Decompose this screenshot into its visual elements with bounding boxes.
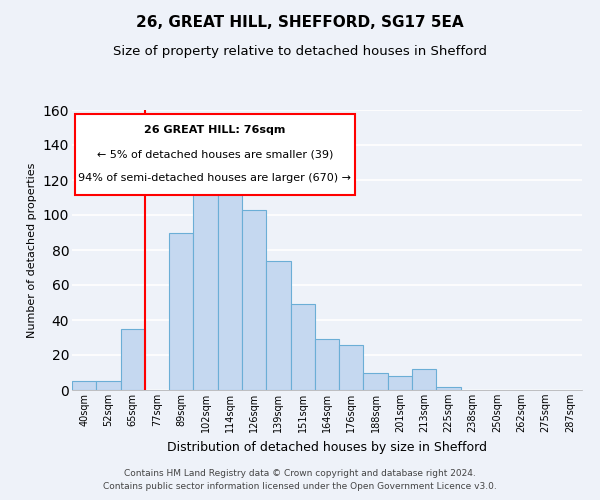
Text: 26 GREAT HILL: 76sqm: 26 GREAT HILL: 76sqm — [144, 126, 286, 136]
Bar — [412, 369, 436, 390]
Bar — [339, 344, 364, 390]
Bar — [242, 210, 266, 390]
Bar — [290, 304, 315, 390]
Bar — [315, 339, 339, 390]
X-axis label: Distribution of detached houses by size in Shefford: Distribution of detached houses by size … — [167, 440, 487, 454]
Text: 26, GREAT HILL, SHEFFORD, SG17 5EA: 26, GREAT HILL, SHEFFORD, SG17 5EA — [136, 15, 464, 30]
Bar — [266, 260, 290, 390]
Bar — [169, 232, 193, 390]
Bar — [193, 192, 218, 390]
Text: Size of property relative to detached houses in Shefford: Size of property relative to detached ho… — [113, 45, 487, 58]
FancyBboxPatch shape — [74, 114, 355, 196]
Bar — [364, 372, 388, 390]
Bar — [388, 376, 412, 390]
Text: Contains HM Land Registry data © Crown copyright and database right 2024.: Contains HM Land Registry data © Crown c… — [124, 468, 476, 477]
Bar — [121, 329, 145, 390]
Bar — [218, 182, 242, 390]
Text: 94% of semi-detached houses are larger (670) →: 94% of semi-detached houses are larger (… — [79, 173, 352, 183]
Bar — [72, 381, 96, 390]
Text: ← 5% of detached houses are smaller (39): ← 5% of detached houses are smaller (39) — [97, 149, 333, 159]
Text: Contains public sector information licensed under the Open Government Licence v3: Contains public sector information licen… — [103, 482, 497, 491]
Y-axis label: Number of detached properties: Number of detached properties — [27, 162, 37, 338]
Bar — [96, 381, 121, 390]
Bar — [436, 386, 461, 390]
